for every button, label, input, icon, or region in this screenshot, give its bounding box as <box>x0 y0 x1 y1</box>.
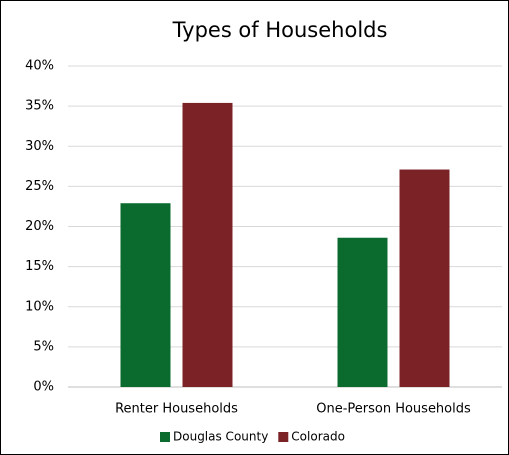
legend-label: Colorado <box>291 430 345 444</box>
bar <box>337 237 388 387</box>
x-tick-label: Renter Households <box>115 402 238 417</box>
legend-label: Douglas County <box>173 430 268 444</box>
bar <box>182 102 233 387</box>
y-tick-label: 15% <box>25 259 54 274</box>
y-tick-label: 25% <box>25 179 54 194</box>
bar <box>399 169 450 387</box>
chart-title: Types of Households <box>172 18 388 42</box>
bar <box>120 203 171 387</box>
y-tick-label: 10% <box>25 299 54 314</box>
y-tick-label: 30% <box>25 139 54 154</box>
y-tick-label: 5% <box>33 339 54 354</box>
legend-swatch <box>160 432 170 442</box>
y-tick-label: 35% <box>25 99 54 114</box>
y-tick-label: 20% <box>25 219 54 234</box>
y-tick-label: 40% <box>25 59 54 74</box>
legend-swatch <box>278 432 289 442</box>
y-tick-label: 0% <box>33 380 54 395</box>
x-tick-label: One-Person Households <box>316 402 471 417</box>
